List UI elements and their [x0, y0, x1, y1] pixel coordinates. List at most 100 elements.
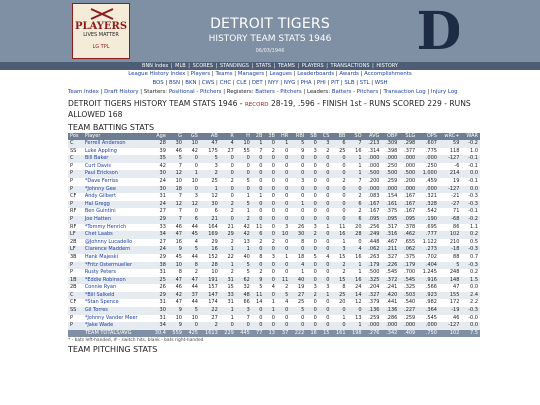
column-header[interactable]: WAR: [461, 133, 480, 140]
player-name-link[interactable]: Bill Baker: [82, 155, 151, 163]
team-abbrev-link[interactable]: PHA: [300, 80, 312, 86]
registers-link[interactable]: Batters - Pitchers: [255, 89, 302, 95]
team-abbrev-link[interactable]: NYY: [267, 80, 279, 86]
table-cell: 0: [342, 162, 346, 169]
table-cell: 16: [347, 276, 364, 285]
column-header[interactable]: wRC+: [438, 133, 462, 140]
leaders-link[interactable]: Batters - Pitchers: [331, 89, 379, 95]
nav-item[interactable]: STATS: [255, 63, 271, 69]
player-name-link[interactable]: *Johnny Vander Meer: [84, 314, 138, 321]
team-abbrev-link[interactable]: CLE: [236, 80, 247, 86]
injury-log-link[interactable]: Injury Log: [430, 89, 458, 95]
player-name-link[interactable]: Connie Ryan: [84, 284, 117, 291]
history-link[interactable]: Accomplishments: [364, 71, 412, 77]
table-cell: .000: [404, 162, 416, 169]
nav-item[interactable]: STANDINGS: [219, 63, 249, 69]
column-header[interactable]: CS: [318, 133, 332, 140]
team-abbrev-link[interactable]: BSN: [168, 80, 181, 86]
column-header[interactable]: SB: [306, 133, 319, 140]
team-abbrev-link[interactable]: SLB: [344, 80, 355, 86]
column-header[interactable]: Pos: [68, 133, 83, 140]
player-name-link[interactable]: Hank Majeski: [84, 253, 119, 260]
history-link[interactable]: Leagues: [269, 71, 292, 77]
column-header[interactable]: OBP: [381, 133, 400, 140]
player-name-link[interactable]: Rusty Peters: [84, 269, 116, 276]
table-cell: 1: [342, 314, 346, 321]
column-header[interactable]: AB: [199, 133, 220, 140]
table-cell: 3: [331, 246, 348, 254]
history-link[interactable]: League History Index: [128, 71, 186, 77]
column-header[interactable]: HR: [276, 133, 291, 140]
player-name-link[interactable]: Clarence Maddern: [82, 246, 151, 254]
player-name-link[interactable]: *Tommy Henrich: [84, 223, 127, 230]
player-name-link[interactable]: Joe Hatten: [82, 215, 151, 224]
team-abbrev-link[interactable]: BOS: [152, 80, 164, 86]
nav-item[interactable]: HISTORY: [376, 63, 398, 69]
column-header[interactable]: 3B: [264, 133, 277, 140]
history-link[interactable]: Players: [190, 71, 211, 77]
table-cell: 2: [285, 284, 289, 291]
player-name-link[interactable]: Paul Erickson: [82, 170, 151, 178]
nav-item[interactable]: SCORES: [192, 63, 213, 69]
nav-item[interactable]: TEAMS: [277, 63, 295, 69]
history-link[interactable]: Leaderboards: [297, 71, 335, 77]
column-header[interactable]: AVG: [363, 133, 382, 140]
column-header[interactable]: R: [219, 133, 236, 140]
history-link[interactable]: Teams: [215, 71, 233, 77]
player-name-link[interactable]: *Jake Wade: [82, 322, 151, 330]
player-name-link[interactable]: *Bill Salkeld: [82, 291, 151, 300]
team-index-link[interactable]: Team Index: [68, 89, 99, 95]
player-name-link[interactable]: *Fritz Ostermueller: [82, 261, 151, 270]
player-name-link[interactable]: Ben Guintini: [84, 208, 116, 215]
player-name-link[interactable]: *Dave Ferriss: [84, 177, 119, 184]
team-abbrev-link[interactable]: DET: [251, 80, 263, 86]
team-abbrev-link[interactable]: BKN: [185, 80, 197, 86]
team-abbrev-link[interactable]: WSH: [374, 80, 388, 86]
column-header[interactable]: G: [167, 133, 184, 140]
starters-link[interactable]: Positional - Pitchers: [168, 89, 222, 95]
player-name-link[interactable]: Chet Laabs: [82, 231, 151, 239]
table-cell: 0: [194, 208, 198, 215]
team-abbrev-link[interactable]: CWS: [201, 80, 215, 86]
player-name-link[interactable]: *Stan Spence: [84, 299, 119, 306]
column-header[interactable]: Player: [82, 133, 151, 140]
player-name-link[interactable]: Hal Gregg: [82, 200, 151, 209]
team-abbrev-link[interactable]: CHC: [219, 80, 232, 86]
table-cell: 0: [285, 147, 289, 154]
column-header[interactable]: SLG: [399, 133, 418, 140]
players-logo[interactable]: PLAYERS LIVES MATTER LG TPL: [72, 3, 130, 59]
nav-item[interactable]: MLB: [175, 63, 186, 69]
record-link[interactable]: RECORD: [244, 102, 269, 108]
nav-item[interactable]: TRANSACTIONS: [330, 63, 370, 69]
column-header[interactable]: GS: [183, 133, 200, 140]
table-cell: .325: [404, 284, 416, 291]
team-abbrev-link[interactable]: PHI: [316, 80, 326, 86]
player-name-link[interactable]: Andy Gilbert: [84, 193, 117, 200]
column-header[interactable]: SO: [347, 133, 364, 140]
player-name-link[interactable]: *Johnny Gee: [82, 185, 151, 194]
player-name-link[interactable]: Ferrell Anderson: [82, 140, 151, 148]
history-link[interactable]: Managers: [237, 71, 265, 77]
player-name-link[interactable]: @Johnny Lucadello: [84, 238, 133, 245]
player-name-link[interactable]: Gil Torres: [82, 307, 151, 315]
draft-history-link[interactable]: Draft History: [104, 89, 139, 95]
team-abbrev-link[interactable]: PIT: [331, 80, 340, 86]
column-header[interactable]: Age: [150, 133, 168, 140]
heading-main: DETROIT TIGERS HISTORY TEAM STATS 1946 -: [68, 99, 243, 108]
transaction-log-link[interactable]: Transaction Log: [383, 89, 426, 95]
player-name-link[interactable]: *Eddie Robinson: [82, 276, 151, 285]
column-header[interactable]: BB: [331, 133, 348, 140]
team-abbrev-link[interactable]: STL: [359, 80, 370, 86]
nav-item[interactable]: PLAYERS: [301, 63, 324, 69]
column-header[interactable]: RBI: [290, 133, 307, 140]
nav-item[interactable]: BNN Index: [142, 63, 169, 69]
team-abbrev-link[interactable]: NYG: [283, 80, 296, 86]
table-cell: .542: [425, 208, 437, 215]
history-link[interactable]: Awards: [339, 71, 359, 77]
column-header[interactable]: 2B: [251, 133, 265, 140]
table-cell: 27: [290, 291, 307, 300]
column-header[interactable]: OPS: [417, 133, 439, 140]
column-header[interactable]: H: [235, 133, 252, 140]
player-name-link[interactable]: Luke Appling: [84, 147, 117, 154]
player-name-link[interactable]: Curt Davis: [84, 162, 111, 169]
